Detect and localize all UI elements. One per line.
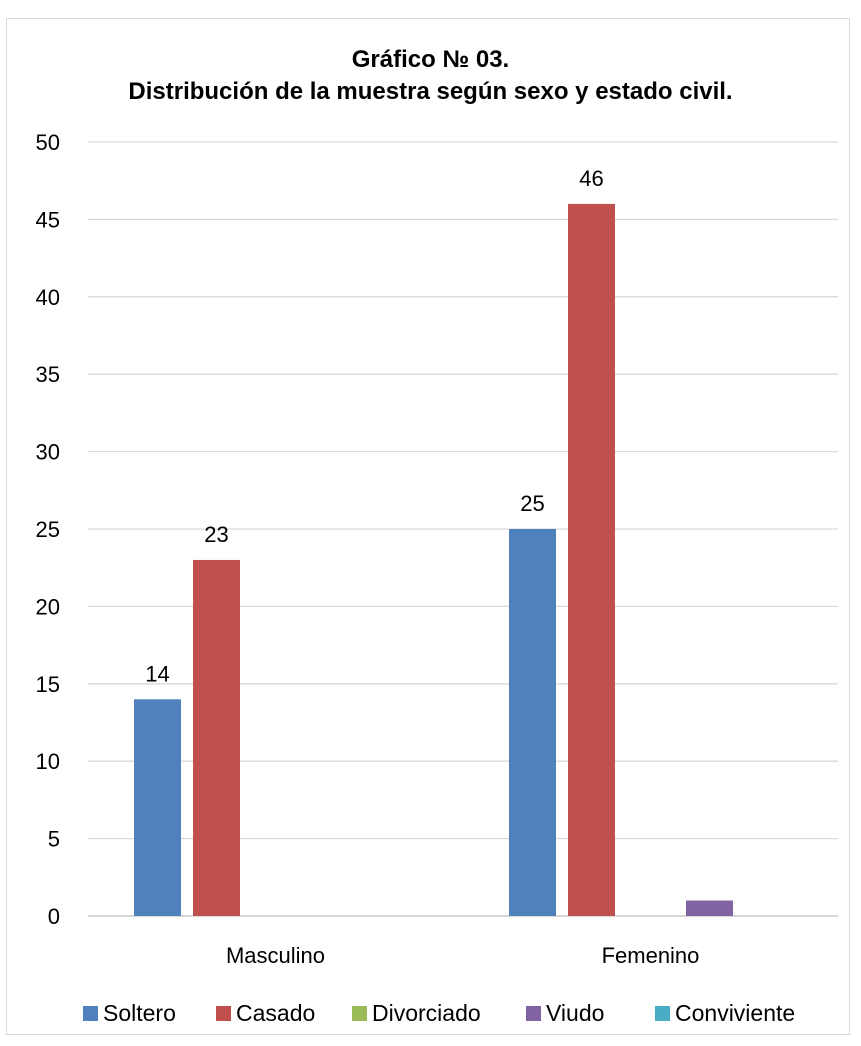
bar-casado-masculino [193, 559, 240, 916]
y-tick-label: 10 [36, 749, 60, 774]
legend-label-divorciado: Divorciado [372, 1000, 481, 1026]
legend-label-viudo: Viudo [546, 1000, 604, 1026]
bar-soltero-femenino [509, 529, 556, 916]
legend-swatch-conviviente [655, 1006, 670, 1021]
x-tick-label: Masculino [226, 943, 325, 968]
data-label: 25 [520, 491, 544, 516]
legend-label-casado: Casado [236, 1000, 315, 1026]
y-tick-label: 30 [36, 440, 60, 465]
y-tick-label: 45 [36, 207, 60, 232]
x-tick-label: Femenino [602, 943, 700, 968]
chart-subtitle: Distribución de la muestra según sexo y … [128, 78, 733, 105]
data-label: 46 [579, 166, 603, 191]
legend-swatch-casado [216, 1006, 231, 1021]
legend-label-soltero: Soltero [103, 1000, 176, 1026]
y-tick-label: 25 [36, 517, 60, 542]
y-tick-label: 5 [48, 827, 60, 852]
legend-swatch-divorciado [352, 1006, 367, 1021]
legend-swatch-soltero [83, 1006, 98, 1021]
y-tick-label: 40 [36, 285, 60, 310]
bar-casado-femenino [568, 203, 615, 917]
y-tick-label: 50 [36, 130, 60, 155]
y-tick-label: 35 [36, 362, 60, 387]
chart-title: Gráfico № 03. [351, 46, 510, 73]
legend-label-conviviente: Conviviente [675, 1000, 795, 1026]
legend-swatch-viudo [526, 1006, 541, 1021]
data-label: 23 [204, 522, 228, 547]
y-tick-label: 0 [48, 904, 60, 929]
y-tick-label: 15 [36, 672, 60, 697]
data-label: 14 [145, 661, 169, 686]
bar-soltero-masculino [134, 699, 181, 916]
bar-viudo-femenino [686, 900, 733, 916]
y-tick-label: 20 [36, 594, 60, 619]
